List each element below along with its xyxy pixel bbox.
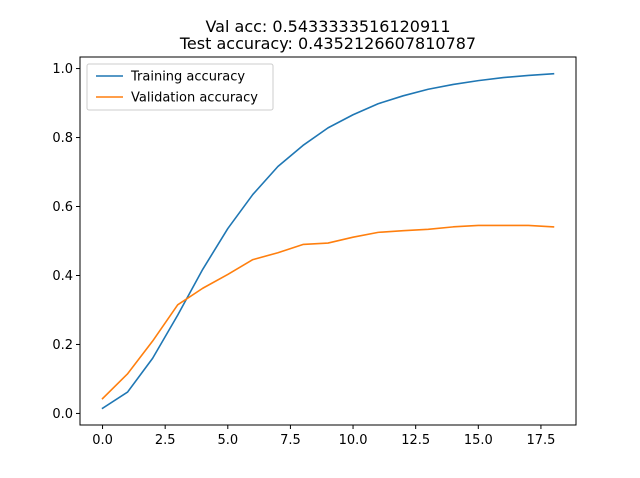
y-tick-label: 0.8: [52, 131, 73, 146]
chart-title: Val acc: 0.5433333516120911: [205, 17, 450, 36]
legend: Training accuracy Validation accuracy: [86, 63, 274, 111]
x-tick-label: 15.0: [464, 433, 493, 448]
legend-box: [86, 63, 274, 111]
series-line-1: Validation accuracy: [101, 224, 555, 400]
x-tick-label: 7.5: [280, 433, 301, 448]
legend-label: Validation accuracy: [131, 91, 258, 106]
plot-area: Training accuracy Validation accuracy 0.0 2…: [52, 56, 577, 448]
y-tick-label: 0.4: [52, 269, 73, 284]
y-tick-label: 1.0: [52, 62, 73, 77]
x-tick-label: 2.5: [155, 433, 176, 448]
x-tick-label: 10.0: [339, 433, 368, 448]
y-tick-label: 0.6: [52, 200, 73, 215]
series-line-0: Training accuracy: [101, 72, 555, 410]
y-tick-label: 0.0: [52, 407, 73, 422]
y-tick-label: 0.2: [52, 338, 73, 353]
axes-frame: [79, 56, 577, 426]
x-tick-label: 17.5: [526, 433, 555, 448]
legend-label: Training accuracy: [130, 70, 245, 85]
chart-subtitle: Test accuracy: 0.4352126607810787: [179, 34, 476, 53]
x-tick-label: 0.0: [92, 433, 113, 448]
x-tick-label: 12.5: [401, 433, 430, 448]
x-tick-label: 5.0: [217, 433, 238, 448]
